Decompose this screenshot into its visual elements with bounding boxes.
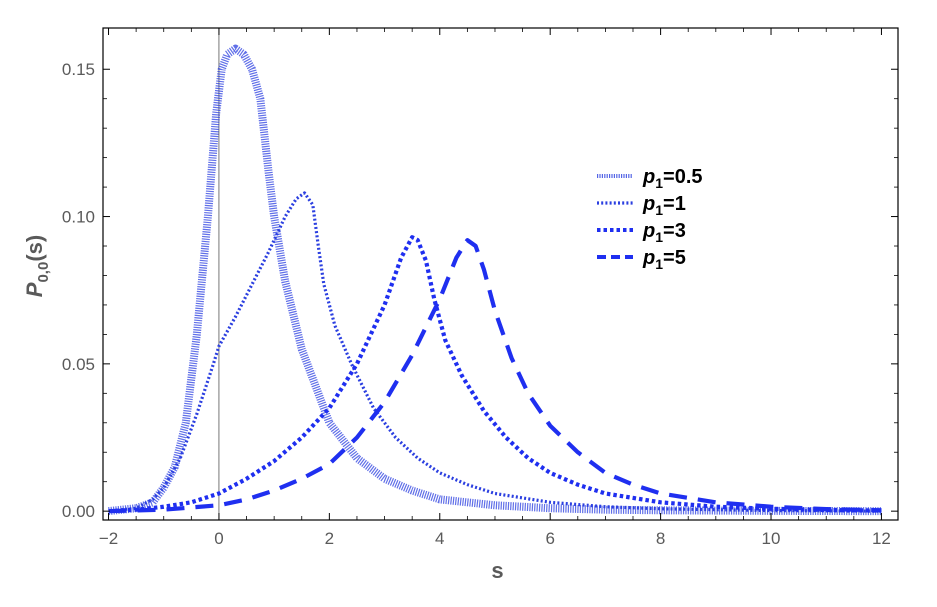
x-axis-ticks: −2 0 2 4 6 8 10 12 [99,28,891,548]
legend-label-3: p1=3 [642,220,686,245]
x-tick-label: 0 [214,529,223,548]
plot-frame [102,27,899,521]
series-line-1 [108,44,882,516]
x-tick-label: 12 [872,529,891,548]
legend-label-2: p1=1 [642,193,686,218]
series-line-2 [108,191,882,513]
x-tick-label: 10 [762,529,781,548]
y-tick-label: 0.05 [62,355,95,374]
y-tick-label: 0.15 [62,60,95,79]
plot-area [102,27,899,521]
legend-label-1: p1=0.5 [642,166,703,191]
x-tick-label: 2 [325,529,334,548]
series-layer [108,44,882,516]
x-axis-label: s [491,558,503,583]
x-tick-label: 8 [656,529,665,548]
x-tick-label: −2 [99,529,118,548]
y-tick-label: 0.10 [62,208,95,227]
x-tick-label: 6 [545,529,554,548]
series-line-3 [108,235,882,514]
legend-label-4: p1=5 [642,247,686,272]
y-tick-label: 0.00 [62,502,95,521]
y-axis-label: P0,0(s) [22,235,52,297]
legend: p1=0.5p1=1p1=3p1=5 [597,166,703,272]
x-tick-label: 4 [435,529,444,548]
series-line-4 [108,238,882,514]
y-axis-ticks: 0.00 0.05 0.10 0.15 [62,60,898,521]
